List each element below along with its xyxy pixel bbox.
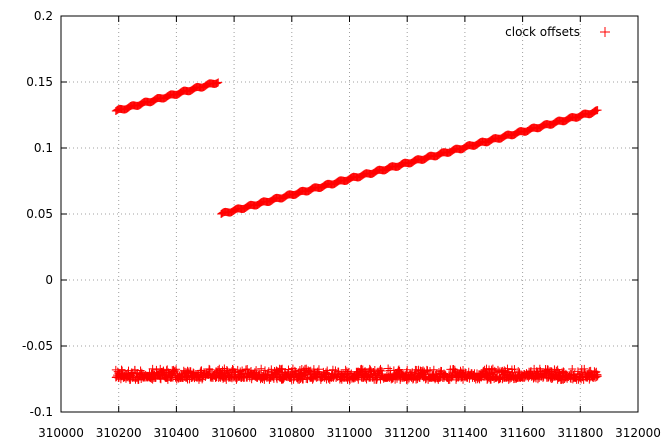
- x-tick-label: 310800: [269, 426, 315, 440]
- data-point: [222, 366, 231, 375]
- y-tick-label: 0.1: [34, 141, 53, 155]
- data-point: [205, 365, 214, 374]
- x-tick-label: 311600: [500, 426, 546, 440]
- data-point: [214, 78, 223, 87]
- data-point: [377, 366, 386, 375]
- x-tick-labels: 310000 310200 310400 310600 310800 311000 3112…: [38, 426, 661, 440]
- data-point: [568, 365, 577, 374]
- data-point: [314, 365, 323, 374]
- data-point: [117, 365, 126, 374]
- legend-plus-icon: [600, 27, 610, 37]
- data-point: [291, 367, 300, 376]
- y-tick-label: -0.1: [30, 405, 53, 419]
- data-point: [241, 365, 250, 374]
- x-tick-label: 311800: [557, 426, 603, 440]
- tick-marks: [60, 15, 639, 413]
- data-point: [593, 371, 602, 380]
- data-point: [278, 364, 287, 373]
- data-point: [341, 365, 350, 374]
- data-point: [418, 368, 427, 377]
- data-point: [375, 366, 384, 375]
- y-tick-labels: -0.1 -0.05 0 0.05 0.1 0.15 0.2: [22, 9, 53, 419]
- y-tick-label: -0.05: [22, 339, 53, 353]
- legend-marker: [600, 27, 610, 37]
- legend: clock offsets: [505, 25, 610, 39]
- data-point: [257, 364, 266, 373]
- x-tick-label: 311200: [384, 426, 430, 440]
- x-tick-label: 310400: [153, 426, 199, 440]
- data-point: [267, 365, 276, 374]
- data-point: [422, 365, 431, 374]
- data-point: [514, 367, 523, 376]
- x-tick-label: 311400: [442, 426, 488, 440]
- grid-lines: [61, 16, 638, 412]
- data-point: [422, 374, 431, 383]
- x-tick-label: 310200: [96, 426, 142, 440]
- data-point: [260, 366, 269, 375]
- data-point: [213, 78, 222, 87]
- data-point: [510, 365, 519, 374]
- data-point: [593, 106, 602, 115]
- data-point: [394, 366, 403, 375]
- data-point: [273, 368, 282, 377]
- data-point: [376, 364, 385, 373]
- data-point: [321, 368, 330, 377]
- legend-label: clock offsets: [505, 25, 580, 39]
- data-point: [323, 366, 332, 375]
- data-point: [394, 365, 403, 374]
- data-point: [124, 366, 133, 375]
- data-points: [111, 78, 602, 384]
- x-tick-label: 310600: [211, 426, 257, 440]
- data-point: [284, 365, 293, 374]
- data-point: [170, 366, 179, 375]
- data-point: [278, 375, 287, 384]
- data-point: [384, 364, 393, 373]
- y-tick-label: 0.2: [34, 9, 53, 23]
- data-point: [393, 374, 402, 383]
- data-point: [172, 365, 181, 374]
- y-tick-label: 0.15: [26, 75, 53, 89]
- x-tick-label: 310000: [38, 426, 84, 440]
- data-point: [148, 364, 157, 373]
- data-point: [426, 367, 435, 376]
- data-point: [526, 368, 535, 377]
- data-point: [212, 79, 221, 88]
- data-point: [205, 364, 214, 373]
- data-point: [508, 368, 517, 377]
- data-point: [580, 364, 589, 373]
- data-point: [500, 366, 509, 375]
- x-tick-label: 311000: [327, 426, 373, 440]
- data-point: [354, 375, 363, 384]
- x-tick-label: 312000: [615, 426, 661, 440]
- data-point: [429, 365, 438, 374]
- data-point: [243, 364, 252, 373]
- data-point: [403, 365, 412, 374]
- y-tick-label: 0.05: [26, 207, 53, 221]
- data-point: [342, 367, 351, 376]
- y-tick-label: 0: [45, 273, 53, 287]
